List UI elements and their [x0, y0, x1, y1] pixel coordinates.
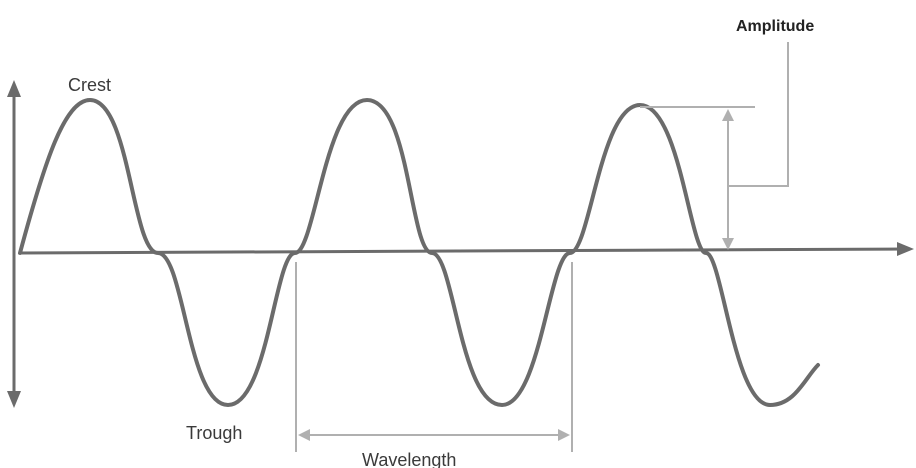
amplitude-label: Amplitude — [736, 18, 814, 35]
amplitude-arrowhead-down — [722, 238, 734, 250]
horizontal-axis — [19, 247, 905, 255]
wavelength-arrowhead-left — [298, 429, 310, 441]
amplitude-arrowhead-up — [722, 109, 734, 121]
wavelength-arrowhead-right — [558, 429, 570, 441]
horizontal-axis-arrowhead — [897, 242, 914, 256]
vertical-axis-arrowhead-up — [7, 80, 21, 97]
amplitude-leader-line — [728, 42, 789, 187]
trough-label: Trough — [186, 423, 242, 443]
vertical-axis-arrowhead-down — [7, 391, 21, 408]
crest-label: Crest — [68, 75, 111, 95]
wavelength-label: Wavelength — [362, 450, 456, 468]
